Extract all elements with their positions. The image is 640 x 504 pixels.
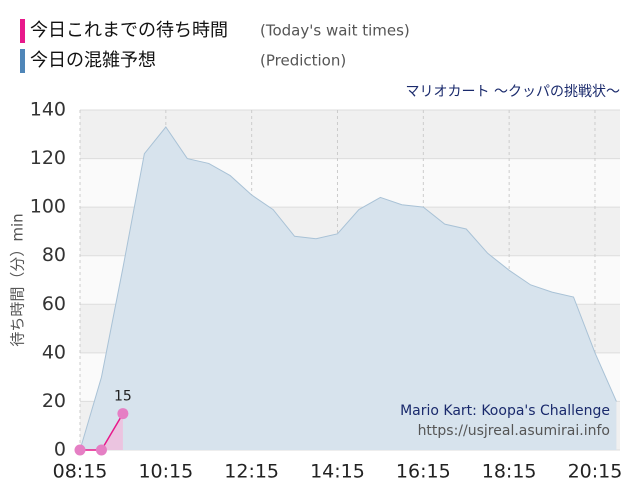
annotation: Mario Kart: Koopa's Challenge xyxy=(400,403,610,419)
y-tick-label: 100 xyxy=(30,196,66,218)
chart-subtitle: マリオカート ～クッパの挑戦状～ xyxy=(406,84,620,100)
y-tick-label: 140 xyxy=(30,99,66,121)
legend-swatch xyxy=(20,19,25,43)
y-tick-label: 40 xyxy=(42,341,66,363)
area xyxy=(80,127,617,450)
x-tick-label: 10:15 xyxy=(138,461,193,483)
data-label: 15 xyxy=(114,389,132,405)
legend-label: 今日これまでの待ち時間 xyxy=(30,20,228,41)
point xyxy=(117,408,129,420)
x-tick-label: 12:15 xyxy=(224,461,279,483)
y-tick-label: 0 xyxy=(54,439,66,461)
x-tick-label: 14:15 xyxy=(310,461,365,483)
x-tick-label: 20:15 xyxy=(568,461,623,483)
point xyxy=(95,444,107,456)
y-tick-label: 80 xyxy=(42,244,66,266)
point xyxy=(74,444,86,456)
legend-swatch xyxy=(20,49,25,73)
annotation: https://usjreal.asumirai.info xyxy=(418,423,610,439)
legend-label: 今日の混雑予想 xyxy=(30,50,156,71)
y-axis-label: 待ち時間（分）min xyxy=(9,213,27,346)
y-tick-label: 60 xyxy=(42,293,66,315)
legend-note: (Prediction) xyxy=(260,52,346,70)
y-tick-label: 120 xyxy=(30,147,66,169)
x-tick-label: 16:15 xyxy=(396,461,451,483)
area xyxy=(80,413,123,450)
x-tick-label: 08:15 xyxy=(53,461,108,483)
x-tick-label: 18:15 xyxy=(482,461,537,483)
legend-note: (Today's wait times) xyxy=(260,22,410,40)
line xyxy=(79,126,617,451)
y-tick-label: 20 xyxy=(42,390,66,412)
